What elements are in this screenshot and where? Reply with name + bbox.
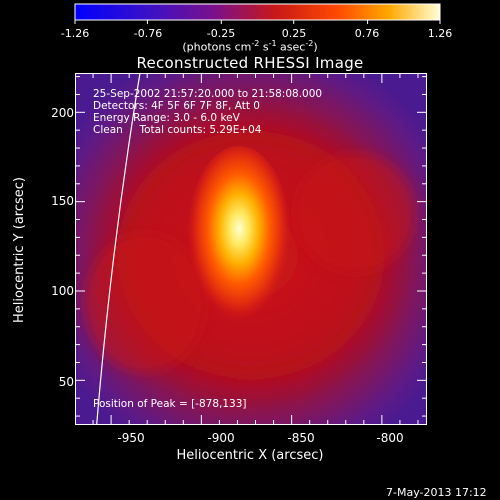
chart-title: Reconstructed RHESSI Image xyxy=(136,54,364,72)
colorbar-gradient xyxy=(74,3,441,21)
annotation-energy: Energy Range: 3.0 - 6.0 keV xyxy=(93,112,240,124)
annotation-time: 25-Sep-2002 21:57:20.000 to 21:58:08.000 xyxy=(93,88,323,100)
y-tick-label: 200 xyxy=(51,106,74,120)
colorbar xyxy=(74,3,441,24)
timestamp: 7-May-2013 17:12 xyxy=(386,486,487,499)
colorbar-tick-1: -0.76 xyxy=(133,27,163,40)
y-tick-label: 150 xyxy=(51,194,74,208)
colorbar-tick-5: 1.26 xyxy=(427,27,453,40)
x-tick-label: -850 xyxy=(287,431,315,445)
y-tick-label: 100 xyxy=(51,284,74,298)
heatmap-peak-region xyxy=(187,146,292,331)
plot-area xyxy=(75,73,427,425)
colorbar-tick-2: -0.25 xyxy=(206,27,236,40)
colorbar-tick-0: -1.26 xyxy=(60,27,90,40)
solar-limb-line xyxy=(96,73,141,425)
x-axis-label: Heliocentric X (arcsec) xyxy=(176,448,324,463)
heatmap-lobe-right xyxy=(295,153,415,273)
heatmap-lobe-left xyxy=(85,233,205,373)
x-tick-label: -800 xyxy=(376,431,404,445)
colorbar-tick-3: 0.25 xyxy=(281,27,307,40)
annotation-clean-counts: Clean Total counts: 5.29E+04 xyxy=(93,124,262,136)
colorbar-unit: (photons cm-2 s-1 asec-2) xyxy=(182,39,318,54)
annotation-detectors: Detectors: 4F 5F 6F 7F 8F, Att 0 xyxy=(93,100,260,112)
y-axis-label: Heliocentric Y (arcsec) xyxy=(12,177,27,323)
colorbar-tick-4: 0.76 xyxy=(354,27,380,40)
peak-position-label: Position of Peak = [-878,133] xyxy=(93,398,247,410)
x-tick-label: -950 xyxy=(117,431,145,445)
annotation-block: 25-Sep-2002 21:57:20.000 to 21:58:08.000… xyxy=(93,88,322,136)
y-tick-label: 50 xyxy=(58,375,74,389)
x-tick-label: -900 xyxy=(207,431,235,445)
